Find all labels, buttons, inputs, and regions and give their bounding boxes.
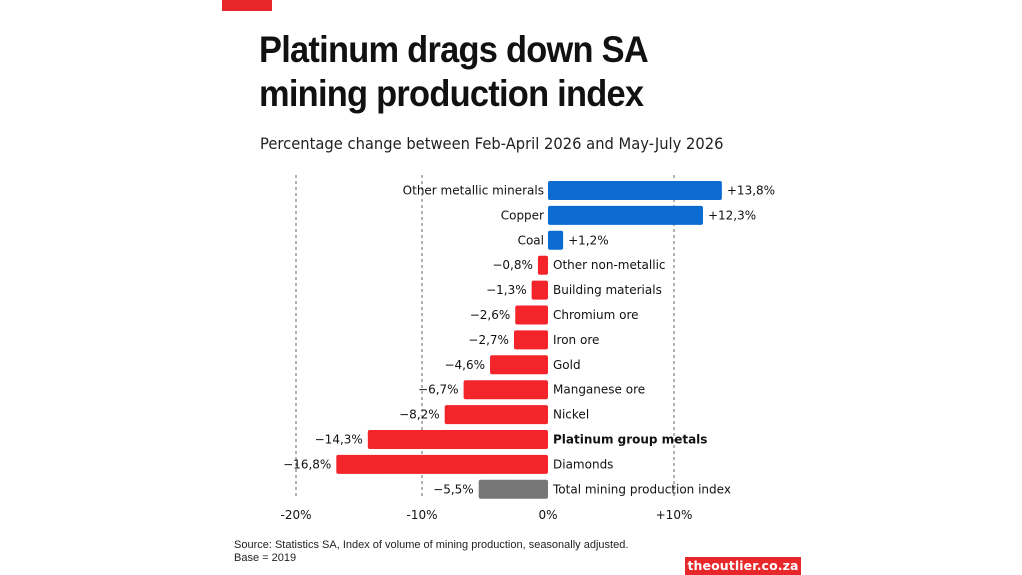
bar-4 (531, 280, 548, 300)
bar-6 (513, 330, 548, 350)
bar-2 (548, 230, 564, 250)
value-label: +1,2% (568, 233, 609, 247)
value-label: −0,8% (492, 258, 533, 272)
category-label: Nickel (553, 408, 589, 422)
category-label: Building materials (553, 283, 662, 297)
value-label: −5,5% (433, 482, 474, 496)
category-label: Iron ore (553, 333, 599, 347)
chart-title: Platinum drags down SA mining production… (259, 29, 647, 114)
value-label: −2,6% (470, 308, 511, 322)
category-label: Other metallic minerals (403, 184, 544, 198)
bar-8 (463, 380, 548, 400)
source-note: Source: Statistics SA, Index of volume o… (234, 539, 628, 565)
brand-badge[interactable]: theoutlier.co.za (685, 557, 801, 575)
category-label: Gold (553, 358, 581, 372)
bar-0 (548, 181, 722, 200)
source-line: Source: Statistics SA, Index of volume o… (234, 539, 629, 551)
value-label: −8,2% (399, 408, 440, 422)
category-label: Total mining production index (552, 482, 731, 496)
x-tick-label: +10% (656, 508, 693, 522)
value-label: +13,8% (727, 184, 775, 198)
category-label: Manganese ore (553, 383, 645, 397)
category-label: Other non-metallic (553, 258, 666, 272)
x-tick-label: -10% (406, 508, 437, 522)
category-label: Coal (518, 233, 544, 247)
value-label: −14,3% (315, 433, 363, 447)
category-label: Copper (501, 208, 544, 222)
value-label: −6,7% (418, 383, 459, 397)
category-label: Platinum group metals (553, 433, 707, 447)
category-label: Diamonds (553, 457, 613, 471)
bar-5 (515, 305, 548, 325)
bar-1 (548, 205, 703, 225)
value-label: −1,3% (486, 283, 527, 297)
bar-11 (336, 454, 548, 474)
bar-chart: Other metallic minerals +13,8% Copper +12,3… (280, 175, 775, 522)
value-label: −2,7% (468, 333, 509, 347)
category-label: Chromium ore (553, 308, 639, 322)
base-line: Base = 2019 (234, 552, 297, 564)
bar-12 (478, 479, 548, 499)
x-tick-label: -20% (280, 508, 311, 522)
brand-accent-bar (222, 0, 272, 11)
value-label: −4,6% (444, 358, 485, 372)
bar-7 (490, 355, 548, 375)
x-tick-label: 0% (538, 508, 557, 522)
bar-9 (444, 405, 548, 425)
value-label: −16,8% (283, 457, 331, 471)
bar-3 (537, 255, 548, 275)
bar-10 (367, 430, 548, 449)
value-label: +12,3% (708, 208, 756, 222)
chart-subtitle: Percentage change between Feb-April 2026… (260, 134, 724, 153)
